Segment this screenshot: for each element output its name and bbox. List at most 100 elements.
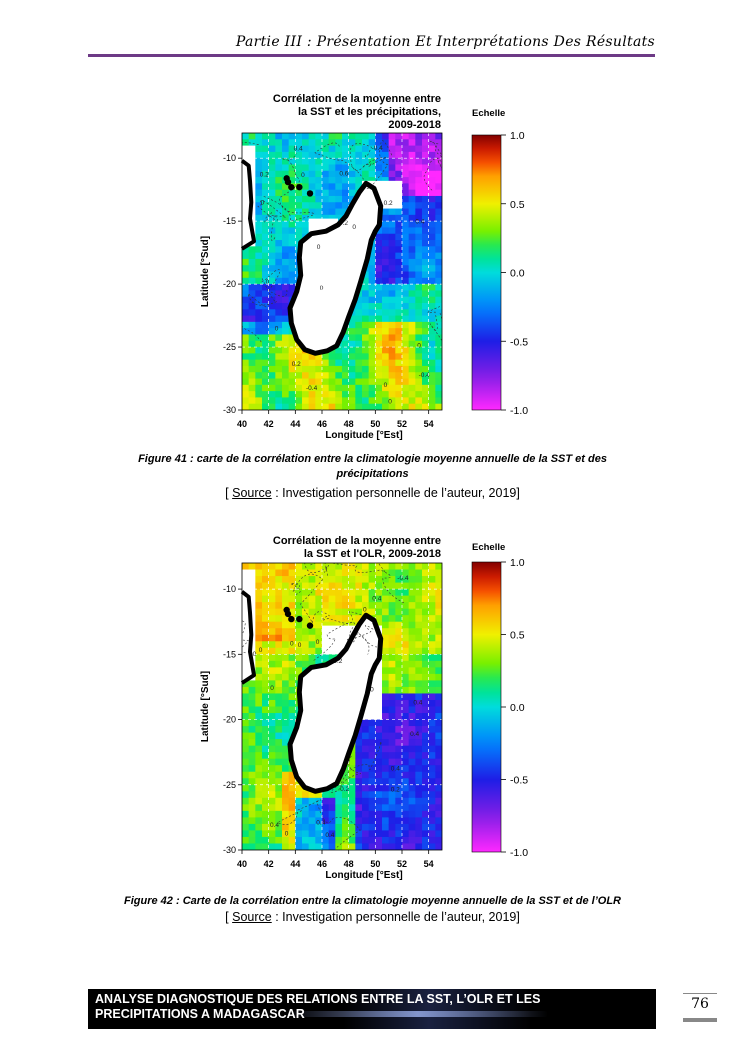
- heatmap-cell: [282, 328, 290, 336]
- heatmap-cell: [275, 284, 283, 291]
- heatmap-cell: [348, 384, 356, 392]
- heatmap-cell: [402, 202, 410, 210]
- heatmap-cell: [355, 328, 363, 336]
- heatmap-cell: [375, 569, 383, 577]
- heatmap-cell: [375, 804, 383, 812]
- heatmap-cell: [408, 290, 416, 298]
- contour-label: 0.2: [292, 361, 301, 368]
- heatmap-cell: [422, 563, 430, 571]
- heatmap-cell: [395, 277, 403, 285]
- heatmap-cell: [255, 595, 263, 603]
- heatmap-cell: [355, 745, 363, 753]
- heatmap-cell: [415, 365, 423, 373]
- heatmap-cell: [322, 133, 330, 140]
- heatmap-cell: [422, 221, 430, 229]
- heatmap-cell: [355, 576, 363, 584]
- heatmap-cell: [395, 595, 403, 603]
- heatmap-cell: [368, 823, 376, 832]
- heatmap-cell: [268, 164, 276, 172]
- heatmap-cell: [435, 252, 442, 260]
- heatmap-cell: [368, 271, 376, 279]
- heatmap-cell: [268, 315, 276, 323]
- heatmap-cell: [248, 726, 256, 734]
- heatmap-cell: [315, 563, 323, 571]
- heatmap-cell: [315, 139, 323, 147]
- contour-line: [423, 140, 442, 191]
- heatmap-cell: [302, 843, 310, 850]
- heatmap-cell: [282, 667, 290, 675]
- heatmap-cell: [402, 582, 410, 590]
- heatmap-cell: [362, 752, 370, 760]
- heatmap-cell: [288, 246, 296, 254]
- heatmap-cell: [395, 719, 403, 727]
- heatmap-cell: [422, 340, 430, 348]
- colorbar-tick-label: 1.0: [510, 557, 525, 569]
- heatmap-cell: [388, 830, 396, 838]
- heatmap-cell: [408, 836, 416, 845]
- heatmap-cell: [348, 752, 356, 760]
- heatmap-cell: [375, 771, 383, 779]
- heatmap-cell: [288, 628, 296, 636]
- heatmap-cell: [382, 397, 390, 405]
- heatmap-cell: [248, 321, 256, 329]
- heatmap-cell: [428, 391, 436, 399]
- heatmap-cell: [362, 403, 370, 410]
- heatmap-cell: [435, 576, 442, 584]
- heatmap-cell: [348, 151, 356, 159]
- heatmap-cell: [428, 378, 436, 386]
- contour-label: 0: [363, 607, 367, 614]
- heatmap-cell: [408, 739, 416, 747]
- heatmap-cell: [395, 713, 403, 721]
- heatmap-cell: [408, 745, 416, 753]
- heatmap-cell: [262, 706, 270, 714]
- heatmap-cell: [415, 372, 423, 380]
- heatmap-cell: [268, 589, 276, 597]
- heatmap-cell: [435, 784, 442, 792]
- contour-label: 0.4: [325, 832, 334, 839]
- heatmap-cell: [395, 615, 403, 623]
- heatmap-cell: [342, 595, 350, 603]
- heatmap-cell: [255, 189, 263, 197]
- heatmap-cell: [382, 634, 390, 642]
- heatmap-cell: [388, 221, 396, 229]
- heatmap-cell: [435, 378, 442, 386]
- heatmap-cell: [302, 359, 310, 367]
- heatmap-cell: [262, 315, 270, 323]
- heatmap-cell: [435, 258, 442, 266]
- figure-42-caption: Figure 42 : Carte de la corrélation entr…: [0, 894, 745, 909]
- figure-42-caption-line-1: Figure 42 : Carte de la corrélation entr…: [124, 895, 621, 907]
- heatmap-cell: [402, 752, 410, 760]
- heatmap-cell: [382, 732, 390, 740]
- contour-label: 0: [285, 831, 289, 838]
- heatmap-cell: [402, 595, 410, 603]
- heatmap-cell: [348, 576, 356, 584]
- heatmap-cell: [422, 784, 430, 792]
- heatmap-cell: [362, 164, 370, 172]
- heatmap-cell: [288, 843, 296, 850]
- heatmap-cell: [275, 778, 283, 786]
- heatmap-cell: [248, 384, 256, 392]
- heatmap-cell: [422, 347, 430, 354]
- heatmap-cell: [408, 158, 416, 166]
- heatmap-cell: [282, 804, 290, 812]
- heatmap-cell: [342, 608, 350, 616]
- heatmap-cell: [415, 719, 423, 727]
- heatmap-cell: [422, 328, 430, 336]
- heatmap-cell: [262, 202, 270, 210]
- heatmap-cell: [288, 284, 296, 291]
- heatmap-cell: [348, 784, 356, 792]
- heatmap-cell: [395, 384, 403, 392]
- heatmap-cell: [268, 654, 276, 662]
- heatmap-cell: [382, 170, 390, 178]
- heatmap-cell: [328, 817, 336, 825]
- heatmap-cell: [382, 791, 390, 799]
- heatmap-cell: [275, 158, 283, 166]
- heatmap-cell: [262, 353, 270, 361]
- heatmap-cell: [422, 765, 430, 773]
- heatmap-cell: [282, 340, 290, 348]
- heatmap-cell: [255, 202, 263, 210]
- heatmap-cell: [408, 660, 416, 668]
- heatmap-cell: [428, 183, 436, 191]
- heatmap-cell: [415, 634, 423, 642]
- heatmap-cell: [362, 602, 370, 610]
